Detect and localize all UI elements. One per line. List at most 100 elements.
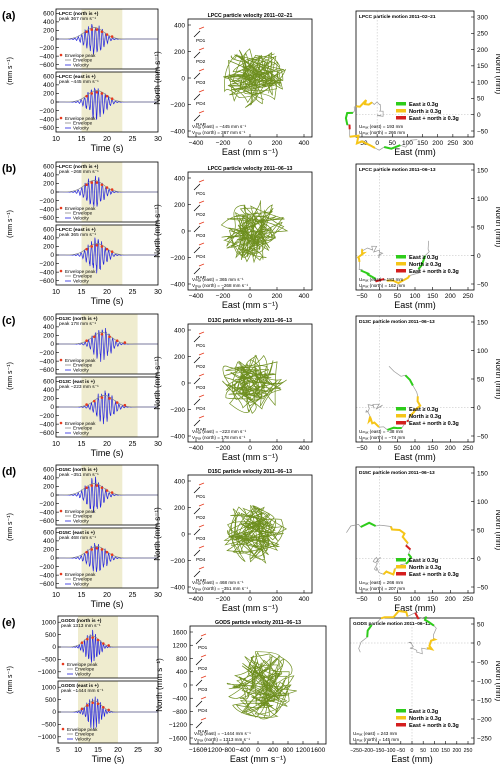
envelope-peak-marker [100, 245, 104, 248]
y-tick-label: −50 [477, 584, 488, 591]
y-tick-label: −100 [477, 678, 492, 685]
x-tick-label: 20 [114, 747, 122, 754]
x-tick-label: 30 [154, 136, 162, 143]
station-arrow [198, 331, 205, 335]
legend-envelope: Envelope [73, 426, 93, 431]
y-tick-label: 100 [477, 196, 488, 203]
y-tick-label: 600 [43, 315, 54, 322]
y-tick-label: −200 [39, 413, 54, 420]
x-tick-label: 150 [427, 293, 438, 300]
envelope-peak-marker [91, 636, 94, 639]
legend-label: North ≥ 0.3g [409, 414, 442, 420]
y-tick-label: 1000 [42, 684, 57, 691]
envelope-peak-marker [85, 94, 88, 98]
x-tick-label: 100 [410, 445, 421, 452]
x-tick-label: −50 [396, 748, 405, 754]
x-tick-label: 0 [375, 140, 379, 147]
y-tick-label: 0 [52, 709, 56, 716]
station-fault-line [195, 658, 203, 666]
legend-swatch [396, 709, 406, 713]
station-label: PD4 [196, 101, 206, 107]
legend-envelope: Envelope [73, 514, 93, 519]
y-tick-label: −400 [39, 421, 54, 428]
threshold-segment [349, 134, 376, 149]
x-tick-label: 0 [248, 293, 252, 300]
station-label: RAP [196, 122, 206, 128]
envelope-peak-marker [100, 332, 104, 336]
legend-peak-symbol [61, 727, 65, 731]
x-tick-label: −100 [384, 748, 396, 754]
x-tick-label: 100 [410, 596, 421, 603]
station-arrow [200, 696, 207, 700]
y-tick-label: 0 [181, 380, 185, 387]
y-tick-label: 0 [181, 228, 185, 235]
station-label: PD2 [196, 59, 206, 65]
x-tick-label: −200 [216, 293, 231, 300]
legend-swatch [396, 421, 406, 425]
station-label: PD2 [196, 515, 206, 521]
envelope-peak-marker [107, 644, 110, 647]
envelope-trace [56, 395, 158, 408]
particle-xlabel: East (mm s⁻¹) [222, 603, 278, 613]
y-tick-label: 200 [43, 547, 54, 554]
particle-ylabel: North (mm s⁻¹) [153, 507, 162, 561]
envelope-peak-marker [86, 704, 89, 707]
y-tick-label: 0 [477, 405, 481, 412]
y-tick-label: −400 [39, 53, 54, 60]
station-label: RAP [196, 275, 206, 281]
y-tick-label: 200 [174, 49, 185, 56]
x-tick-label: 0 [256, 747, 260, 754]
legend-peak: Envelope peak [65, 421, 96, 426]
station-arrow [198, 110, 205, 114]
station-fault-line [193, 114, 201, 122]
envelope-peak-marker [92, 399, 96, 403]
panel-label: (a) [2, 10, 16, 22]
y-tick-label: 50 [477, 376, 485, 383]
threshold-segment [356, 99, 373, 108]
envelope-peak-marker [102, 705, 105, 709]
envelope-peak-marker [105, 33, 109, 36]
vmax-north: Vₘₐₓ (north) = 1313 mm s⁻¹ [194, 737, 250, 742]
y-tick-label: −200 [170, 558, 185, 565]
threshold-segment [386, 274, 411, 285]
envelope-peak-marker [100, 30, 104, 34]
legend-peak-symbol [59, 421, 63, 425]
vmax-north: Vₘₐₓ (north) = 367 mm s⁻¹ [192, 130, 246, 135]
legend-peak-symbol [59, 206, 63, 210]
x-tick-label: 1600 [311, 747, 326, 754]
particle-path [223, 48, 287, 108]
x-tick-label: 200 [272, 140, 283, 147]
envelope-peak-marker [90, 245, 93, 248]
legend-label: East + north ≥ 0.3g [409, 116, 459, 122]
x-tick-label: 150 [417, 140, 428, 147]
x-tick-label: −800 [221, 747, 236, 754]
y-tick-label: 0 [52, 644, 56, 651]
threshold-segment [389, 526, 409, 544]
y-tick-label: 200 [43, 333, 54, 340]
y-tick-label: 400 [43, 475, 54, 482]
x-tick-label: 400 [299, 445, 310, 452]
legend-velocity: Velocity [75, 672, 92, 677]
x-tick-label: 15 [78, 441, 86, 448]
station-fault-line [193, 225, 201, 233]
particle-title: D13C particle velocity 2011–06–13 [208, 318, 292, 324]
motion-title: D15C particle motion 2011–06–13 [359, 470, 435, 476]
y-tick-label: 200 [43, 91, 54, 98]
motion-ylabel: North (mm) [494, 207, 500, 248]
y-tick-label: 600 [43, 163, 54, 170]
panel-label: (d) [2, 466, 16, 478]
threshold-segment [382, 568, 396, 576]
vmax-east: Vₘₐₓ (east) = 468 mm s⁻¹ [192, 580, 244, 585]
x-tick-label: 25 [129, 592, 137, 599]
y-tick-label: −400 [170, 281, 185, 288]
motion-ylabel: North (mm) [494, 54, 500, 95]
y-tick-label: 600 [43, 10, 54, 17]
x-tick-label: −400 [189, 445, 204, 452]
umax-north: Uₘₐₓ (north) = 266 mm [359, 130, 405, 135]
station-fault-line [193, 183, 201, 191]
y-tick-label: 200 [174, 202, 185, 209]
station-fault-line [195, 700, 203, 708]
velocity-xlabel: Time (s) [91, 143, 124, 153]
velocity-ylabel: (mm s⁻¹) [7, 513, 14, 541]
x-tick-label: −200 [216, 140, 231, 147]
